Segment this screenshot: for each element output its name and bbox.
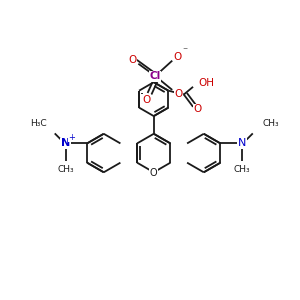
Text: O: O xyxy=(128,55,136,65)
Text: Cl: Cl xyxy=(150,71,161,81)
Text: +: + xyxy=(68,133,75,142)
Text: CH₃: CH₃ xyxy=(263,119,279,128)
Text: O: O xyxy=(142,95,150,105)
Text: O: O xyxy=(150,168,158,178)
Text: H₃C: H₃C xyxy=(30,119,47,128)
Text: O: O xyxy=(194,104,202,114)
Text: N: N xyxy=(238,138,246,148)
Text: N: N xyxy=(61,138,70,148)
Text: CH₃: CH₃ xyxy=(234,165,250,174)
Text: OH: OH xyxy=(199,78,214,88)
Text: O: O xyxy=(173,52,182,62)
Text: ⁻: ⁻ xyxy=(182,46,187,56)
Text: CH₃: CH₃ xyxy=(57,165,74,174)
Text: O: O xyxy=(174,89,182,99)
